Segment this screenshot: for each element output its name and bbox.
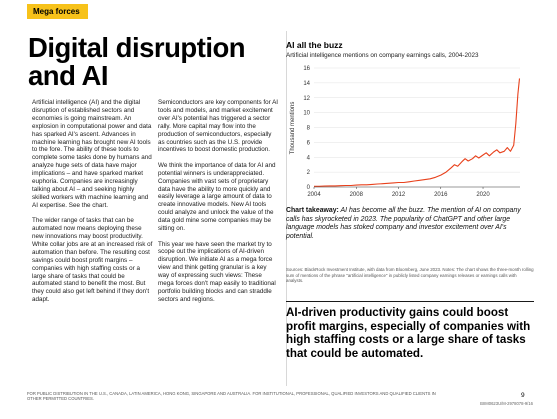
body-column-1: Artificial intelligence (AI) and the dig… <box>32 99 153 312</box>
y-tick-label: 10 <box>303 111 310 117</box>
x-tick-labels: 2004 2008 2012 2016 2020 <box>307 187 490 198</box>
x-tick-label: 2012 <box>392 192 406 198</box>
y-tick-label: 12 <box>303 96 310 102</box>
y-tick-labels: 0 2 4 6 8 10 12 14 16 <box>303 66 310 191</box>
body-paragraph: This year we have seen the market try to… <box>158 240 276 303</box>
page-headline: Digital disruption and AI <box>28 32 246 91</box>
pull-quote-rule <box>286 301 534 302</box>
body-paragraph: The wider range of tasks that can be aut… <box>32 217 153 304</box>
chart-takeaway-label: Chart takeaway: <box>286 207 339 214</box>
section-tag: Mega forces <box>27 4 88 19</box>
y-axis-label: Thousand mentions <box>290 102 296 155</box>
y-tick-label: 8 <box>307 126 311 132</box>
pull-quote: AI-driven productivity gains could boost… <box>286 306 531 360</box>
y-tick-label: 0 <box>307 185 311 191</box>
chart-sources: Sources: BlackRock Investment Institute,… <box>286 267 534 284</box>
x-tick-label: 2016 <box>434 192 448 198</box>
body-paragraph: We think the importance of data for AI a… <box>158 161 276 233</box>
body-paragraph: Artificial intelligence (AI) and the dig… <box>32 99 152 209</box>
chart-title: AI all the buzz <box>286 40 343 50</box>
y-tick-label: 4 <box>307 155 311 161</box>
footer-disclaimer: FOR PUBLIC DISTRIBUTION IN THE U.S., CAN… <box>27 391 436 402</box>
body-paragraph: Semiconductors are key components for AI… <box>158 99 279 154</box>
document-code: BIIM0623U/M-2978078-9/16 <box>480 401 533 406</box>
chart-takeaway-text: AI has become all the buzz. The mention … <box>286 207 521 240</box>
chart-takeaway: Chart takeaway: AI has become all the bu… <box>286 207 531 241</box>
body-column-2: Semiconductors are key components for AI… <box>158 99 279 311</box>
chart-gridlines <box>314 67 520 173</box>
y-tick-label: 16 <box>303 66 310 72</box>
page-number: 9 <box>521 392 525 399</box>
y-tick-label: 6 <box>307 140 311 146</box>
y-tick-label: 14 <box>303 81 310 87</box>
series-line-ai-mentions <box>314 78 521 187</box>
y-tick-label: 2 <box>307 170 311 176</box>
chart-subtitle: Artificial intelligence mentions on comp… <box>286 52 479 59</box>
x-tick-label: 2004 <box>307 192 321 198</box>
x-tick-label: 2020 <box>476 192 490 198</box>
x-tick-label: 2008 <box>350 192 364 198</box>
column-divider <box>286 31 287 386</box>
line-chart: 0 2 4 6 8 10 12 14 16 2004 2008 2012 2016 2020 Thous… <box>290 66 521 198</box>
